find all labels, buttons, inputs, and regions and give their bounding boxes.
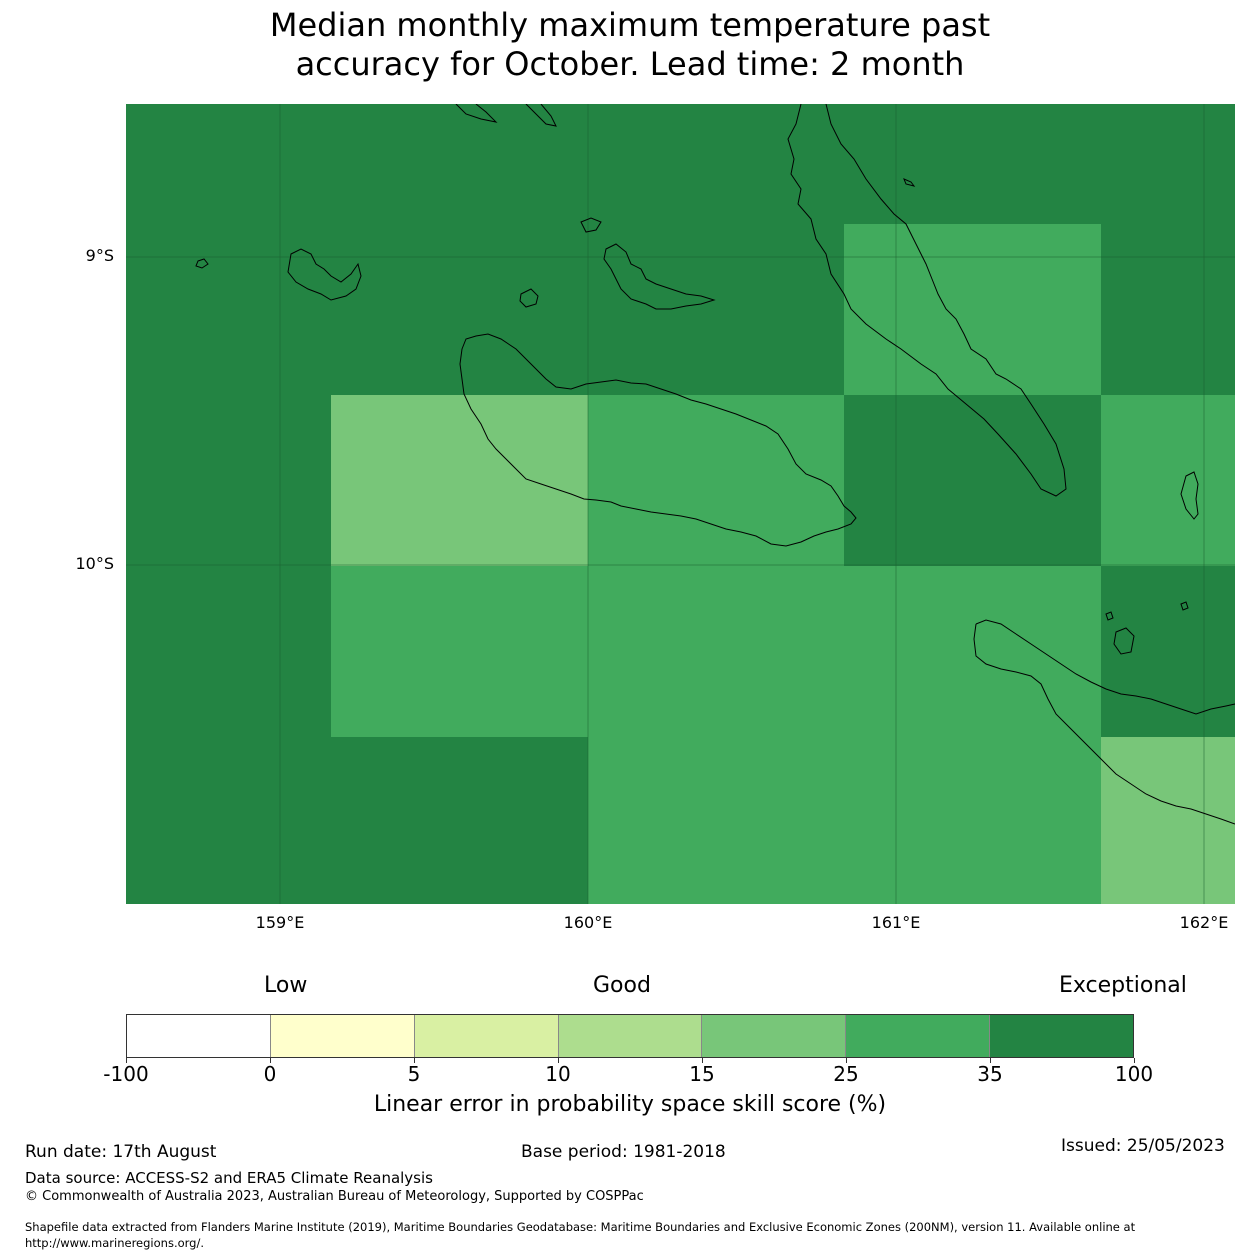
- coastline-islet: [1105, 611, 1114, 621]
- colorbar-tick-mark: [413, 1058, 415, 1063]
- map-svg: [126, 104, 1235, 904]
- colorbar-tick-mark: [845, 1058, 847, 1063]
- colorbar-segment: [846, 1015, 991, 1057]
- colorbar-tick-label: 25: [833, 1062, 859, 1086]
- data-source: Data source: ACCESS-S2 and ERA5 Climate …: [25, 1169, 433, 1187]
- cell-medium: [331, 566, 1101, 737]
- colorbar-segment: [990, 1015, 1134, 1057]
- coastline-makira: [973, 619, 1235, 825]
- lon-label-160e: 160°E: [563, 913, 613, 932]
- colorbar-segment: [270, 1015, 415, 1057]
- cell-medium: [588, 737, 1101, 904]
- lon-label-162e: 162°E: [1179, 913, 1229, 932]
- lat-label-9s: 9°S: [85, 246, 114, 265]
- colorbar-tick-label: 15: [689, 1062, 715, 1086]
- colorbar: [126, 1014, 1134, 1058]
- colorbar-tick-label: 5: [407, 1062, 421, 1086]
- coastline-islet: [1180, 601, 1189, 611]
- cell-medium: [1101, 395, 1235, 566]
- cell-medium: [844, 224, 1101, 395]
- coastlines: [195, 104, 1235, 825]
- skill-map[interactable]: [126, 104, 1235, 904]
- colorbar-heading-good: Good: [593, 973, 651, 998]
- chart-title: Median monthly maximum temperature past …: [0, 6, 1260, 84]
- colorbar-tick-label: -100: [103, 1062, 149, 1086]
- gridlines: [126, 104, 1235, 904]
- colorbar-segment: [702, 1015, 847, 1057]
- colorbar-segment: [558, 1015, 703, 1057]
- colorbar-tick-label: 0: [263, 1062, 277, 1086]
- coastline-ulawa: [1113, 627, 1135, 655]
- coastline-malaita: [1180, 471, 1199, 520]
- lat-label-10s: 10°S: [75, 554, 114, 573]
- cell-medium: [588, 395, 844, 566]
- colorbar-tick-mark: [125, 1058, 127, 1063]
- colorbar-tick-mark: [557, 1058, 559, 1063]
- shapefile-credit-line-1: Shapefile data extracted from Flanders M…: [25, 1220, 1136, 1234]
- coastline-north-islands: [455, 104, 557, 127]
- colorbar-segment: [414, 1015, 559, 1057]
- colorbar-tick-label: 35: [977, 1062, 1003, 1086]
- run-date: Run date: 17th August: [25, 1142, 217, 1162]
- coastline-russell-islands: [287, 248, 362, 301]
- issued-date: Issued: 25/05/2023: [1061, 1136, 1225, 1156]
- title-line-1: Median monthly maximum temperature past: [269, 6, 991, 44]
- coastline-savo: [519, 288, 539, 308]
- coastline-florida-islands: [603, 243, 716, 310]
- copyright: © Commonwealth of Australia 2023, Austra…: [25, 1189, 644, 1204]
- cell-light: [331, 395, 588, 566]
- coastline-guadalcanal: [459, 333, 857, 547]
- colorbar-label: Linear error in probability space skill …: [373, 1092, 887, 1117]
- base-period: Base period: 1981-2018: [521, 1142, 726, 1162]
- coastline-islet: [195, 258, 209, 269]
- colorbar-tick-mark: [269, 1058, 271, 1063]
- colorbar-tick-label: 100: [1114, 1062, 1154, 1086]
- lon-label-159e: 159°E: [255, 913, 305, 932]
- title-line-2: accuracy for October. Lead time: 2 month: [295, 45, 965, 83]
- coastline-florida-islet: [580, 217, 602, 233]
- colorbar-segment: [127, 1015, 271, 1057]
- colorbar-tick-label: 10: [545, 1062, 571, 1086]
- cell-light: [1101, 737, 1235, 904]
- colorbar-tick-mark: [1133, 1058, 1135, 1063]
- colorbar-tick-mark: [701, 1058, 703, 1063]
- lon-label-161e: 161°E: [871, 913, 921, 932]
- coastline-santa-isabel: [787, 104, 1067, 497]
- coastline-islet: [903, 178, 916, 187]
- colorbar-heading-low: Low: [264, 973, 308, 998]
- shapefile-credit-line-2: http://www.marineregions.org/.: [25, 1236, 204, 1250]
- colorbar-heading-exceptional: Exceptional: [1059, 973, 1187, 998]
- colorbar-tick-mark: [989, 1058, 991, 1063]
